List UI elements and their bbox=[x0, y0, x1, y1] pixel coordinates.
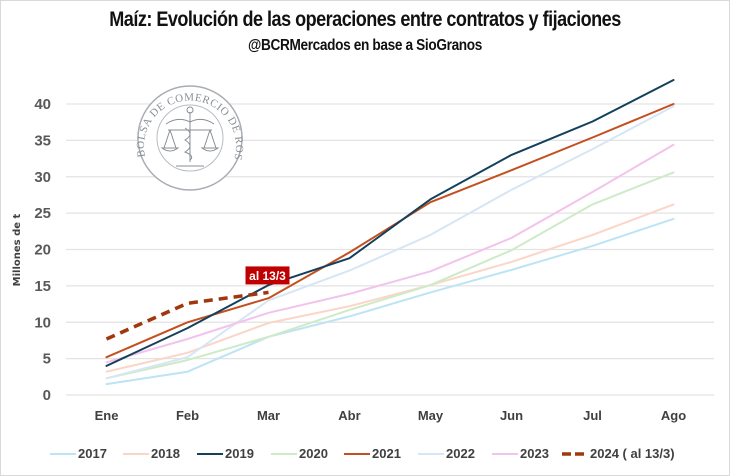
series-line-2023 bbox=[105, 143, 675, 364]
series-line-2021 bbox=[105, 103, 675, 359]
x-tick-label: Ene bbox=[95, 408, 119, 423]
x-tick-label: Jun bbox=[500, 408, 523, 423]
y-tick-label: 15 bbox=[34, 278, 51, 295]
legend-item-2022: 2022 bbox=[418, 446, 475, 461]
x-tick-label: Ago bbox=[661, 408, 686, 423]
annotations: al 13/3 bbox=[245, 266, 290, 285]
y-tick-label: 35 bbox=[34, 132, 51, 149]
y-tick-label: 10 bbox=[34, 314, 51, 331]
bcr-seal-logo: BOLSA DE COMERCIO DE ROSARIO bbox=[0, 0, 245, 191]
y-axis-ticks: 0 5 10 15 20 25 30 35 40 bbox=[34, 96, 51, 404]
series-lines bbox=[105, 79, 675, 386]
legend-label: 2018 bbox=[151, 446, 180, 461]
y-tick-label: 5 bbox=[43, 351, 51, 368]
x-tick-label: May bbox=[418, 408, 444, 423]
x-tick-label: Feb bbox=[176, 408, 199, 423]
legend-item-2020: 2020 bbox=[271, 446, 328, 461]
legend: 2017 2018 2019 2020 2021 2022 2023 2024 ( al 13… bbox=[50, 446, 675, 461]
y-tick-label: 0 bbox=[43, 387, 51, 404]
series-line-2017 bbox=[105, 217, 675, 386]
legend-label: 2019 bbox=[225, 446, 254, 461]
legend-label: 2023 bbox=[520, 446, 549, 461]
legend-item-2018: 2018 bbox=[123, 446, 180, 461]
y-tick-label: 30 bbox=[34, 169, 51, 186]
annotation-label: al 13/3 bbox=[249, 269, 286, 283]
legend-item-2017: 2017 bbox=[50, 446, 107, 461]
legend-item-2024: 2024 ( al 13/3) bbox=[562, 446, 675, 461]
legend-item-2023: 2023 bbox=[492, 446, 549, 461]
chart-subtitle: @BCRMercados en base a SioGranos bbox=[248, 37, 482, 54]
y-tick-label: 20 bbox=[34, 242, 51, 259]
legend-item-2021: 2021 bbox=[344, 446, 401, 461]
x-axis-ticks: Ene Feb Mar Abr May Jun Jul Ago bbox=[95, 408, 687, 423]
series-line-2019 bbox=[105, 79, 675, 367]
series-line-2024 bbox=[105, 290, 269, 341]
x-tick-label: Abr bbox=[338, 408, 360, 423]
x-tick-label: Mar bbox=[257, 408, 280, 423]
legend-label: 2024 ( al 13/3) bbox=[590, 446, 675, 461]
seal-inner-ring bbox=[156, 104, 224, 172]
caduceus-scales-icon bbox=[160, 106, 220, 167]
y-tick-label: 25 bbox=[34, 205, 51, 222]
series-line-2022 bbox=[105, 105, 675, 380]
x-tick-label: Jul bbox=[583, 408, 602, 423]
y-tick-label: 40 bbox=[34, 96, 51, 113]
legend-label: 2017 bbox=[78, 446, 107, 461]
chart-title: Maíz: Evolución de las operaciones entre… bbox=[109, 8, 621, 31]
y-axis-label: Millones de t bbox=[12, 213, 23, 286]
series-line-2020 bbox=[105, 171, 675, 380]
legend-label: 2020 bbox=[299, 446, 328, 461]
annotation-box bbox=[245, 266, 290, 285]
legend-label: 2021 bbox=[372, 446, 401, 461]
legend-label: 2022 bbox=[446, 446, 475, 461]
legend-item-2019: 2019 bbox=[197, 446, 254, 461]
